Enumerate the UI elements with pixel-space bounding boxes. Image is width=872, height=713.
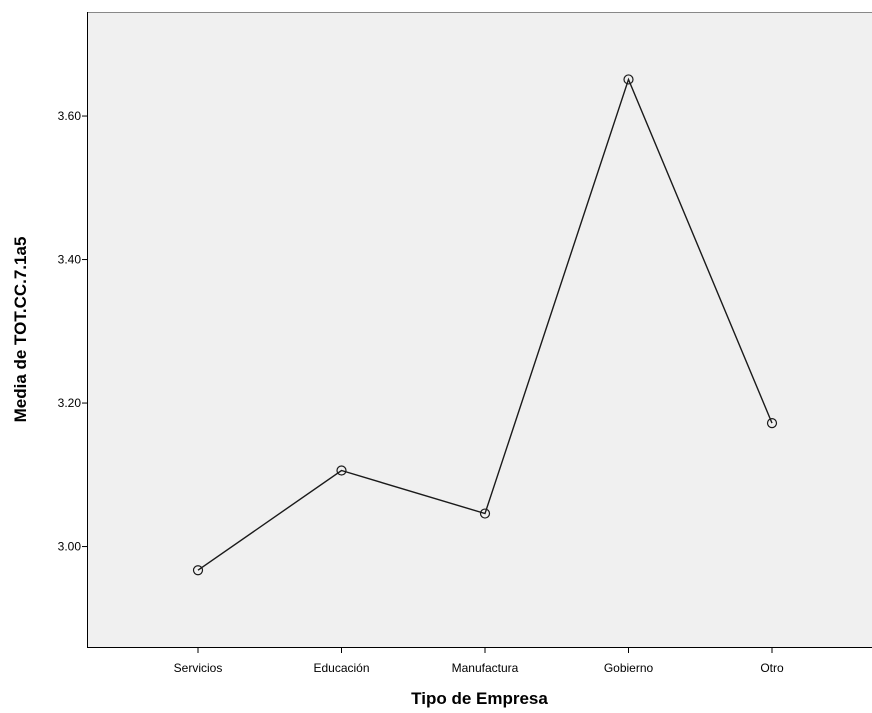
y-axis-ticks: 3.00 3.20 3.40 3.60 [58, 109, 87, 554]
series-line [197, 77, 773, 571]
data-point-marker [766, 418, 778, 429]
x-tick-label: Otro [760, 661, 784, 675]
plot-area [87, 12, 872, 647]
x-axis-ticks: Servicios Educación Manufactura Gobierno Otr… [174, 647, 784, 675]
x-axis-title: Tipo de Empresa [411, 689, 548, 708]
x-tick-label: Gobierno [604, 661, 654, 675]
x-tick-label: Manufactura [452, 661, 519, 675]
y-tick-label: 3.60 [58, 109, 82, 123]
data-point-marker [479, 508, 491, 519]
y-tick-label: 3.40 [58, 253, 82, 267]
data-point-marker [336, 465, 347, 476]
data-point-marker [192, 565, 204, 576]
data-point-marker [623, 74, 634, 85]
y-axis-title: Media de TOT.CC.7.1a5 [11, 237, 30, 423]
y-tick-label: 3.00 [58, 540, 82, 554]
y-tick-label: 3.20 [58, 396, 82, 410]
x-tick-label: Educación [313, 661, 369, 675]
series-layer [192, 74, 778, 576]
x-tick-label: Servicios [174, 661, 223, 675]
